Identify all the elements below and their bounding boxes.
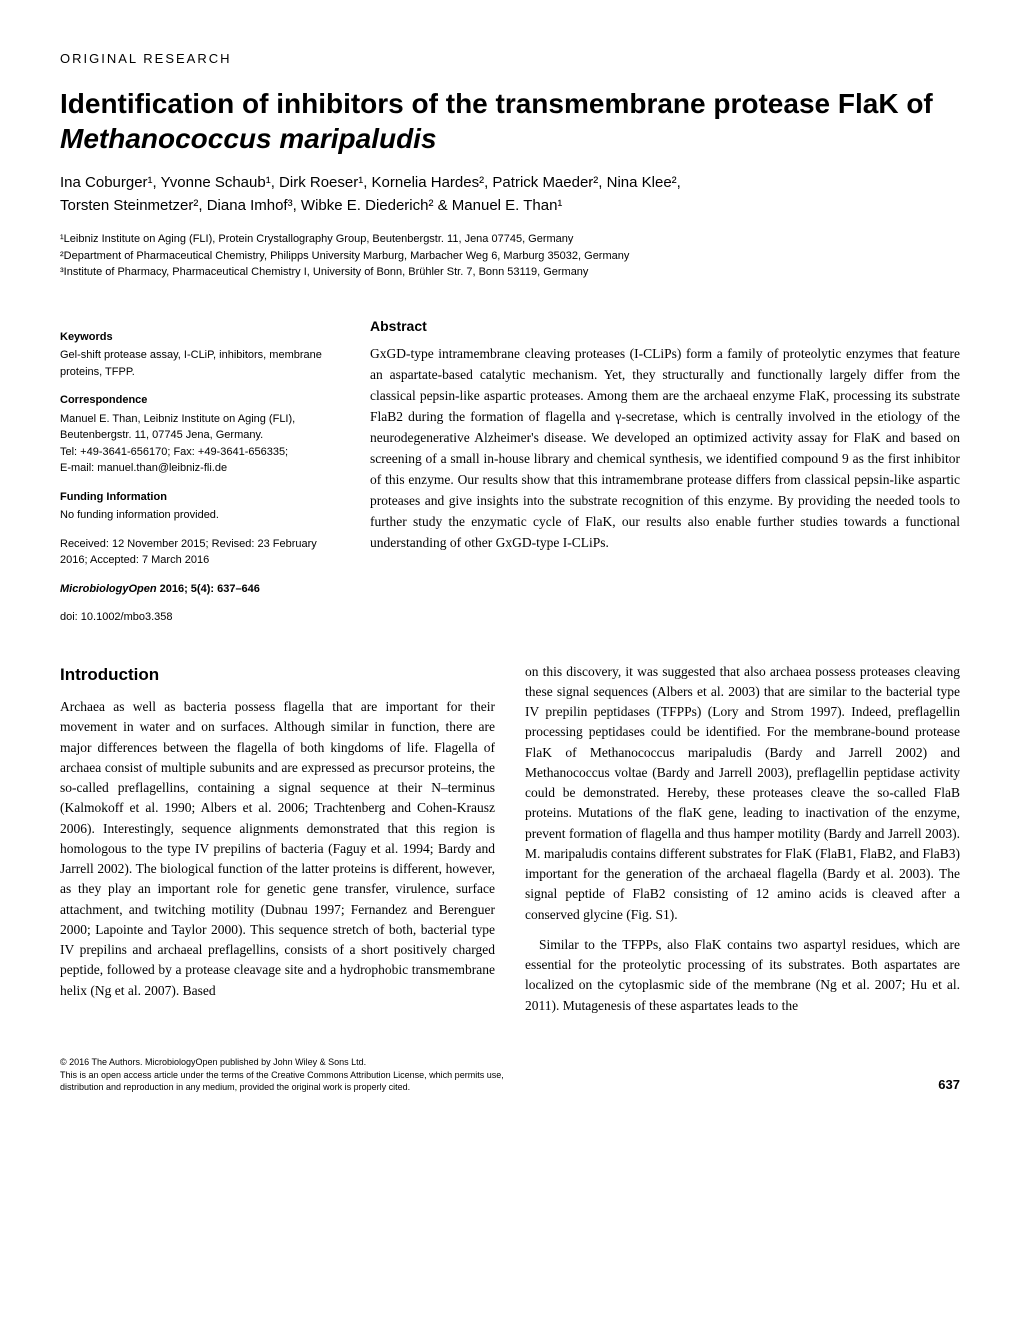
keywords-label: Keywords — [60, 329, 340, 346]
footer-license: © 2016 The Authors. MicrobiologyOpen pub… — [60, 1056, 504, 1094]
introduction-heading: Introduction — [60, 662, 495, 688]
doi: doi: 10.1002/mbo3.358 — [60, 609, 340, 626]
authors-line-1: Ina Coburger¹, Yvonne Schaub¹, Dirk Roes… — [60, 172, 960, 195]
title-plain: Identification of inhibitors of the tran… — [60, 88, 933, 119]
page-footer: © 2016 The Authors. MicrobiologyOpen pub… — [60, 1056, 960, 1094]
citation-rest: 2016; 5(4): 637–646 — [157, 583, 260, 595]
received-dates: Received: 12 November 2015; Revised: 23 … — [60, 536, 340, 569]
correspondence-label: Correspondence — [60, 392, 340, 409]
footer-license-1: This is an open access article under the… — [60, 1069, 504, 1082]
authors-line-2: Torsten Steinmetzer², Diana Imhof³, Wibk… — [60, 195, 960, 218]
page-number: 637 — [938, 1076, 960, 1094]
keywords-text: Gel-shift protease assay, I-CLiP, inhibi… — [60, 347, 340, 380]
intro-paragraph-2: on this discovery, it was suggested that… — [525, 662, 960, 925]
intro-column-left: Introduction Archaea as well as bacteria… — [60, 662, 495, 1016]
sidebar-metadata: Keywords Gel-shift protease assay, I-CLi… — [60, 317, 340, 638]
funding-label: Funding Information — [60, 489, 340, 506]
abstract-text: GxGD-type intramembrane cleaving proteas… — [370, 344, 960, 553]
funding-text: No funding information provided. — [60, 507, 340, 524]
affiliations-block: ¹Leibniz Institute on Aging (FLI), Prote… — [60, 231, 960, 281]
correspondence-text: Manuel E. Than, Leibniz Institute on Agi… — [60, 411, 340, 444]
tel-fax: Tel: +49-3641-656170; Fax: +49-3641-6563… — [60, 444, 340, 461]
abstract-heading: Abstract — [370, 317, 960, 337]
affiliation-2: ²Department of Pharmaceutical Chemistry,… — [60, 248, 960, 265]
intro-column-right: on this discovery, it was suggested that… — [525, 662, 960, 1016]
affiliation-3: ³Institute of Pharmacy, Pharmaceutical C… — [60, 264, 960, 281]
article-type: ORIGINAL RESEARCH — [60, 50, 960, 68]
introduction-section: Introduction Archaea as well as bacteria… — [60, 662, 960, 1016]
abstract-column: Abstract GxGD-type intramembrane cleavin… — [370, 317, 960, 638]
article-title: Identification of inhibitors of the tran… — [60, 86, 960, 156]
metadata-abstract-row: Keywords Gel-shift protease assay, I-CLi… — [60, 317, 960, 638]
intro-paragraph-1: Archaea as well as bacteria possess flag… — [60, 697, 495, 1001]
citation-journal: MicrobiologyOpen — [60, 583, 157, 595]
intro-paragraph-3: Similar to the TFPPs, also FlaK contains… — [525, 935, 960, 1016]
authors-block: Ina Coburger¹, Yvonne Schaub¹, Dirk Roes… — [60, 172, 960, 217]
footer-license-2: distribution and reproduction in any med… — [60, 1081, 504, 1094]
affiliation-1: ¹Leibniz Institute on Aging (FLI), Prote… — [60, 231, 960, 248]
footer-copyright: © 2016 The Authors. MicrobiologyOpen pub… — [60, 1056, 504, 1069]
title-italic: Methanococcus maripaludis — [60, 123, 437, 154]
email: E-mail: manuel.than@leibniz-fli.de — [60, 460, 340, 477]
